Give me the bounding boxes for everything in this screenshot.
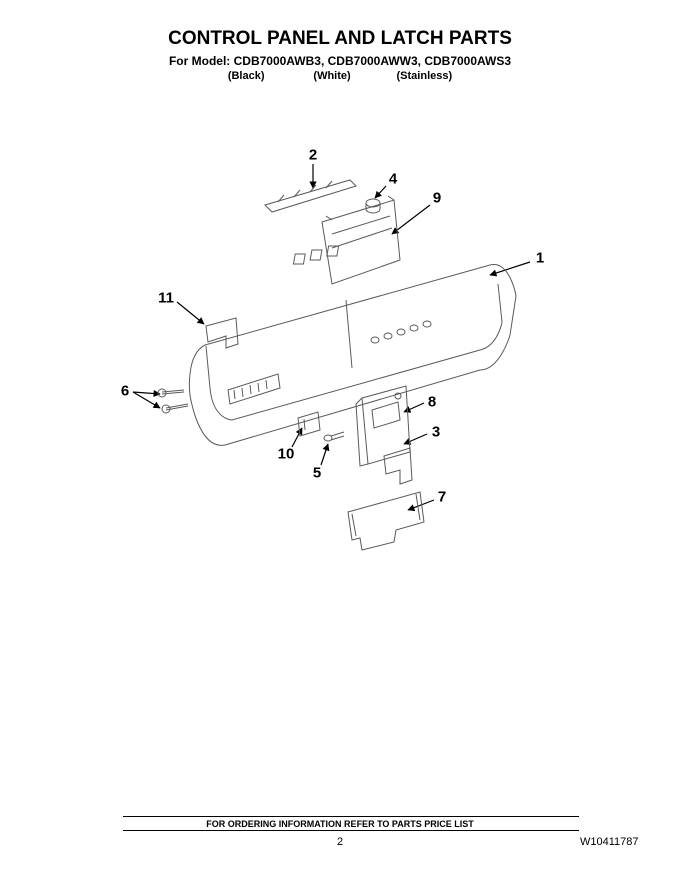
callout-11: 11 (158, 290, 174, 307)
callout-7: 7 (438, 489, 446, 506)
footer-rule-bottom (123, 830, 579, 831)
part-1-control-panel (189, 265, 516, 446)
part-9-control-board (293, 196, 400, 284)
callout-5: 5 (313, 465, 321, 482)
part-2-bracket (265, 180, 356, 212)
part-5-screw (324, 432, 344, 441)
part-10-latch-piece (298, 412, 320, 436)
document-id: W10411787 (580, 836, 639, 848)
callout-4: 4 (389, 171, 397, 188)
exploded-diagram (0, 0, 680, 880)
part-6-screws (158, 389, 188, 413)
footer-text: FOR ORDERING INFORMATION REFER TO PARTS … (0, 819, 680, 829)
part-8-latch-housing (356, 386, 410, 466)
callout-10: 10 (278, 446, 295, 463)
part-7-handle (348, 492, 424, 550)
callout-8: 8 (428, 394, 436, 411)
callout-2: 2 (309, 147, 317, 164)
callout-9: 9 (433, 190, 441, 207)
callout-3: 3 (432, 424, 440, 441)
callout-1: 1 (536, 250, 544, 267)
page-number: 2 (0, 836, 680, 848)
callout-6: 6 (121, 383, 129, 400)
part-3-latch-bracket (384, 448, 412, 484)
footer-rule-top (123, 816, 579, 817)
